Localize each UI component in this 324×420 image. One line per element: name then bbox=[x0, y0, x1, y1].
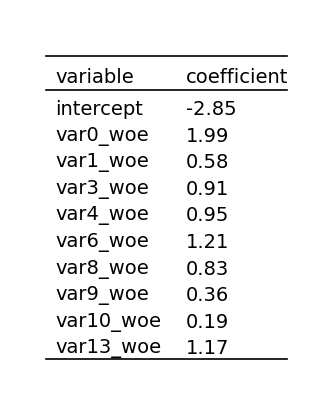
Text: 0.91: 0.91 bbox=[186, 180, 229, 199]
Text: 1.21: 1.21 bbox=[186, 233, 229, 252]
Text: var10_woe: var10_woe bbox=[56, 313, 162, 332]
Text: 1.99: 1.99 bbox=[186, 126, 229, 146]
Text: var13_woe: var13_woe bbox=[56, 339, 162, 358]
Text: 0.83: 0.83 bbox=[186, 260, 229, 278]
Text: var9_woe: var9_woe bbox=[56, 286, 149, 305]
Text: 0.95: 0.95 bbox=[186, 206, 229, 226]
Text: 0.36: 0.36 bbox=[186, 286, 229, 305]
Text: var1_woe: var1_woe bbox=[56, 153, 149, 172]
Text: intercept: intercept bbox=[56, 100, 144, 119]
Text: 0.19: 0.19 bbox=[186, 313, 229, 332]
Text: -2.85: -2.85 bbox=[186, 100, 237, 119]
Text: var4_woe: var4_woe bbox=[56, 206, 149, 226]
Text: var0_woe: var0_woe bbox=[56, 126, 149, 146]
Text: var3_woe: var3_woe bbox=[56, 180, 149, 199]
Text: 0.58: 0.58 bbox=[186, 153, 229, 172]
Text: variable: variable bbox=[56, 68, 134, 87]
Text: coefficient: coefficient bbox=[186, 68, 288, 87]
Text: 1.17: 1.17 bbox=[186, 339, 229, 358]
Text: var6_woe: var6_woe bbox=[56, 233, 149, 252]
Text: var8_woe: var8_woe bbox=[56, 260, 149, 278]
